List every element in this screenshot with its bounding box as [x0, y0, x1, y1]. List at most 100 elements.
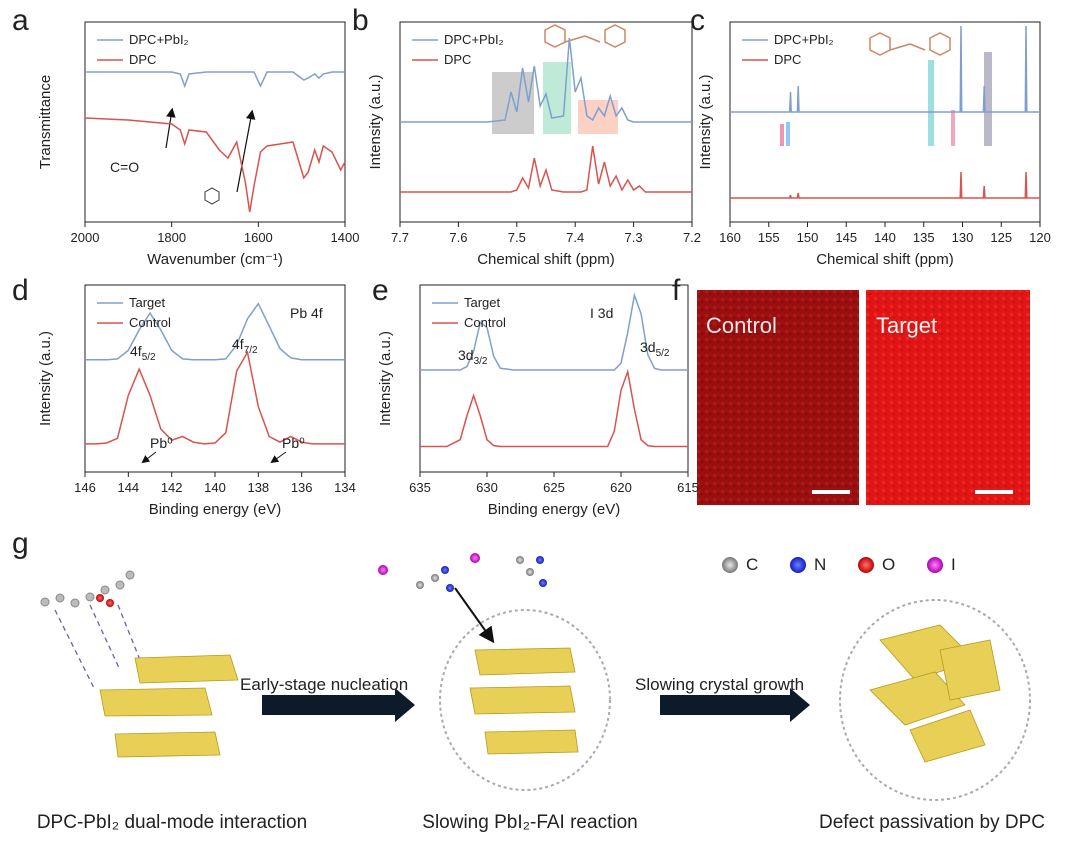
- annotation-sub: 3/2: [474, 356, 488, 367]
- spectrum-line: [400, 37, 692, 123]
- y-axis-label: Intensity (a.u.): [697, 74, 714, 169]
- x-tick-label: 7.2: [683, 230, 701, 245]
- arrow: [236, 109, 256, 193]
- arrow: [165, 107, 176, 149]
- x-tick-label: 142: [161, 480, 183, 495]
- atom-label: O: [882, 555, 895, 574]
- x-tick-label: 130: [952, 230, 974, 245]
- y-axis-label: Transmittance: [37, 75, 54, 169]
- legend-label: DPC+PbI₂: [774, 32, 834, 47]
- x-axis-label: Binding energy (eV): [149, 501, 282, 518]
- image-label: Target: [876, 313, 937, 338]
- annotation: Pb⁰: [282, 435, 305, 451]
- panel-label: e: [372, 274, 389, 307]
- annotation-sub: 5/2: [142, 352, 156, 363]
- highlight: [984, 52, 992, 146]
- highlight: [951, 110, 955, 146]
- x-tick-label: 136: [291, 480, 313, 495]
- x-tick-label: 1400: [331, 230, 360, 245]
- annotation: Pb 4f: [290, 305, 323, 321]
- legend-label: Target: [464, 295, 501, 310]
- x-axis-label: Binding energy (eV): [488, 501, 621, 518]
- spectrum-line: [85, 71, 345, 89]
- benzene-icon: [204, 187, 220, 205]
- y-axis-label: Intensity (a.u.): [377, 331, 394, 426]
- x-tick-label: 134: [334, 480, 356, 495]
- panel-label: g: [12, 527, 29, 560]
- spectrum-line: [85, 350, 345, 445]
- x-tick-label: 140: [874, 230, 896, 245]
- x-tick-label: 7.6: [449, 230, 467, 245]
- y-axis-label: Intensity (a.u.): [367, 74, 384, 169]
- x-tick-label: 146: [74, 480, 96, 495]
- molecule-icon: [544, 24, 951, 56]
- x-axis-label: Chemical shift (ppm): [816, 251, 954, 268]
- x-tick-label: 2000: [71, 230, 100, 245]
- annotation-text: I 3d: [590, 305, 613, 321]
- annotation-text: C=O: [110, 159, 139, 175]
- x-tick-label: 630: [476, 480, 498, 495]
- x-tick-label: 7.3: [625, 230, 643, 245]
- highlight: [928, 60, 934, 146]
- caption: Slowing PbI₂-FAI reaction: [422, 812, 637, 833]
- annotation-text: 3d: [458, 347, 474, 363]
- annotation-sub: 5/2: [656, 348, 670, 359]
- pl-image: [866, 290, 1030, 505]
- atom-label: N: [814, 555, 826, 574]
- annotation-text: Pb 4f: [290, 305, 323, 321]
- x-tick-label: 620: [610, 480, 632, 495]
- y-axis-label: Intensity (a.u.): [37, 331, 54, 426]
- annotation: C=O: [110, 159, 139, 175]
- x-tick-label: 7.7: [391, 230, 409, 245]
- annotation: 4f5/2: [130, 343, 156, 363]
- arrow: [141, 451, 157, 464]
- panel-label: b: [352, 4, 369, 37]
- x-tick-label: 144: [117, 480, 139, 495]
- spectrum-line: [420, 368, 688, 448]
- annotation: 4f7/2: [232, 336, 258, 356]
- x-tick-label: 635: [409, 480, 431, 495]
- x-tick-label: 125: [990, 230, 1012, 245]
- annotation: 3d3/2: [458, 347, 488, 367]
- spectrum-line: [85, 302, 345, 361]
- scale-bar: [975, 490, 1013, 494]
- atom-label: I: [951, 555, 956, 574]
- x-tick-label: 138: [247, 480, 269, 495]
- x-tick-label: 120: [1029, 230, 1051, 245]
- spectrum-line: [730, 171, 1040, 199]
- spectrum-line: [84, 117, 346, 213]
- x-tick-label: 145: [835, 230, 857, 245]
- panel-label: d: [12, 274, 29, 307]
- plot-frame: [84, 21, 346, 223]
- x-tick-label: 615: [677, 480, 699, 495]
- annotation: I 3d: [590, 305, 613, 321]
- x-tick-label: 155: [758, 230, 780, 245]
- annotation-text: 4f: [130, 343, 142, 359]
- panel-label: a: [12, 4, 29, 37]
- legend-label: DPC: [774, 52, 801, 67]
- x-tick-label: 150: [797, 230, 819, 245]
- annotation: 3d5/2: [640, 339, 670, 359]
- annotation: Pb⁰: [150, 435, 173, 451]
- legend-label: Control: [129, 315, 171, 330]
- step-label: Slowing crystal growth: [635, 675, 804, 694]
- x-tick-label: 7.4: [566, 230, 584, 245]
- spectrum-line: [730, 25, 1040, 113]
- annotation-text: 3d: [640, 339, 656, 355]
- highlight: [780, 124, 784, 146]
- scheme-drawing: [40, 553, 1031, 801]
- annotation-text: Pb⁰: [150, 435, 173, 451]
- annotation-text: 4f: [232, 336, 244, 352]
- atom-label: C: [746, 555, 758, 574]
- highlight: [578, 100, 618, 134]
- legend-label: DPC: [129, 52, 156, 67]
- step-label: Early-stage nucleation: [240, 675, 408, 694]
- annotation-sub: 7/2: [244, 345, 258, 356]
- caption: Defect passivation by DPC: [819, 812, 1045, 833]
- x-tick-label: 1800: [157, 230, 186, 245]
- annotation-text: Pb⁰: [282, 435, 305, 451]
- x-tick-label: 1600: [244, 230, 273, 245]
- arrow: [270, 451, 287, 464]
- plot-frame: [419, 284, 689, 473]
